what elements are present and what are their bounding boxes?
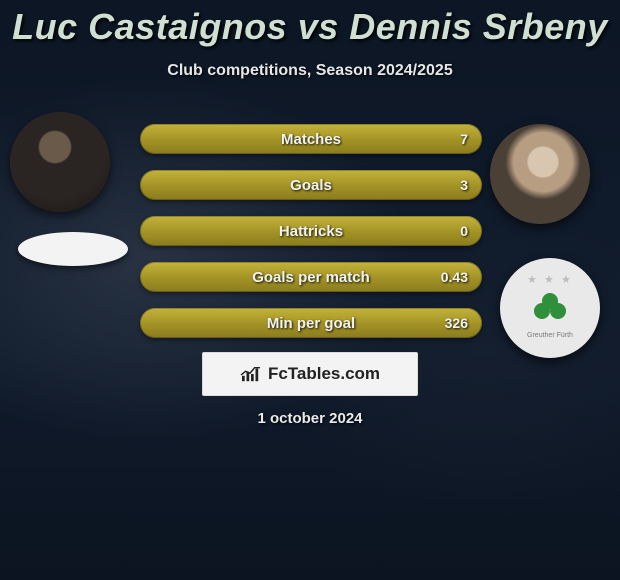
branding-text: FcTables.com (268, 364, 380, 384)
stat-value: 0.43 (441, 262, 468, 292)
stat-row-goals-per-match: Goals per match 0.43 (140, 262, 482, 292)
stat-value: 3 (460, 170, 468, 200)
stat-row-matches: Matches 7 (140, 124, 482, 154)
stat-label: Goals per match (140, 262, 482, 292)
stat-label: Goals (140, 170, 482, 200)
branding-banner[interactable]: FcTables.com (202, 352, 418, 396)
stat-value: 0 (460, 216, 468, 246)
player-avatar-left (10, 112, 110, 212)
stat-label: Matches (140, 124, 482, 154)
clover-icon (533, 296, 567, 330)
stats-panel: Matches 7 Goals 3 Hattricks 0 Goals per … (140, 124, 482, 354)
bar-chart-icon (240, 365, 262, 383)
team-logo-left-placeholder (18, 232, 128, 266)
stat-label: Hattricks (140, 216, 482, 246)
stat-value: 7 (460, 124, 468, 154)
badge-ring-text: Greuther Fürth (527, 332, 573, 339)
stat-label: Min per goal (140, 308, 482, 338)
player-avatar-right (490, 124, 590, 224)
stat-row-min-per-goal: Min per goal 326 (140, 308, 482, 338)
footer-date: 1 october 2024 (0, 410, 620, 427)
stat-row-hattricks: Hattricks 0 (140, 216, 482, 246)
stat-value: 326 (445, 308, 468, 338)
stat-row-goals: Goals 3 (140, 170, 482, 200)
page-subtitle: Club competitions, Season 2024/2025 (0, 62, 620, 80)
team-logo-right: ★ ★ ★ Greuther Fürth (500, 258, 600, 358)
page-title: Luc Castaignos vs Dennis Srbeny (0, 6, 620, 48)
stars-icon: ★ ★ ★ (527, 273, 573, 286)
